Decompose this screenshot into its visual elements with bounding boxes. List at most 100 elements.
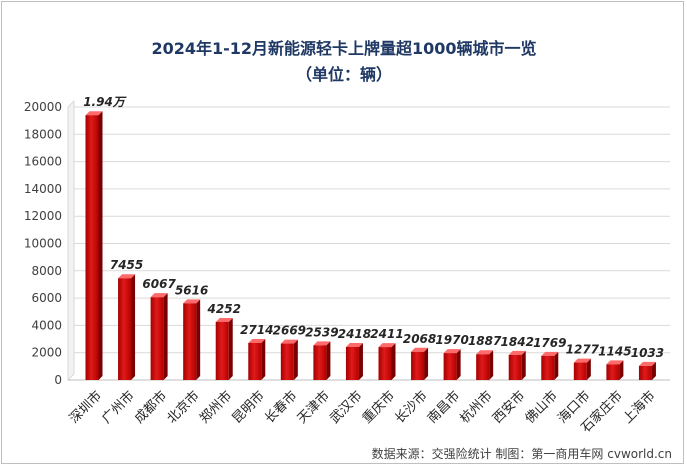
bar-front xyxy=(411,351,425,380)
bar-side xyxy=(489,350,494,380)
chart-subtitle: （单位：辆） xyxy=(296,65,392,84)
bar-front xyxy=(606,364,620,380)
data-label: 1842 xyxy=(501,335,534,349)
bar-top xyxy=(183,299,201,304)
x-tick-label: 昆明市 xyxy=(229,388,268,427)
bar xyxy=(606,360,624,380)
axis-layer: 0 2000 4000 6000 8000 10000 12000 14000 16000 180… xyxy=(24,99,670,387)
data-label: 4252 xyxy=(207,302,241,316)
bar-front xyxy=(573,362,587,380)
bar-top xyxy=(476,350,494,355)
bar-side xyxy=(651,361,656,380)
bar-front xyxy=(508,354,522,380)
x-tick-label: 郑州市 xyxy=(196,388,235,427)
bar-top xyxy=(248,338,266,343)
bar-side xyxy=(326,341,331,380)
data-label: 2539 xyxy=(305,325,338,339)
y-tick-label: 8000 xyxy=(31,264,62,278)
bar xyxy=(183,299,201,380)
bar-front xyxy=(541,355,555,380)
bar-top xyxy=(118,274,136,279)
grid-layer xyxy=(68,106,670,381)
x-tick-label: 长沙市 xyxy=(392,388,431,427)
bar-front xyxy=(215,321,229,380)
bar-front xyxy=(443,353,457,380)
data-label: 1033 xyxy=(631,346,664,360)
bar-side xyxy=(131,274,136,380)
bar-top xyxy=(215,317,233,322)
bar-front xyxy=(313,345,327,380)
bar xyxy=(150,293,168,380)
x-tick-label: 南昌市 xyxy=(424,388,463,427)
bar xyxy=(118,274,136,380)
data-label: 2068 xyxy=(403,332,436,346)
bar xyxy=(345,342,363,380)
bar xyxy=(638,361,656,380)
x-tick-label: 武汉市 xyxy=(327,388,366,427)
bar-top xyxy=(606,360,624,365)
bar xyxy=(508,350,526,380)
x-tick-label: 杭州市 xyxy=(457,388,496,427)
bar xyxy=(248,338,266,380)
data-label: 2669 xyxy=(273,324,306,338)
bar-front xyxy=(280,343,294,380)
data-label: 1769 xyxy=(533,336,566,350)
bar-side xyxy=(261,338,266,380)
data-label: 1277 xyxy=(566,343,600,357)
bar-front xyxy=(378,347,392,380)
bar-side xyxy=(554,351,559,380)
bar xyxy=(215,317,233,380)
bar-top xyxy=(345,342,363,347)
y-tick-label: 12000 xyxy=(24,209,62,223)
bar-side xyxy=(586,358,591,380)
bar-side xyxy=(358,342,363,380)
y-tick-label: 20000 xyxy=(24,100,62,114)
bar xyxy=(573,358,591,380)
data-label: 2714 xyxy=(240,323,273,337)
bar-top xyxy=(313,341,331,346)
bar-front xyxy=(638,365,652,380)
bar-side xyxy=(391,343,396,380)
y-tick-label: 10000 xyxy=(24,237,62,251)
bar-front xyxy=(150,297,164,380)
bar-front xyxy=(248,342,262,380)
bar-front xyxy=(85,115,99,380)
data-label: 1145 xyxy=(598,344,631,358)
bars-layer xyxy=(85,111,656,380)
bar-front xyxy=(476,354,490,380)
bar xyxy=(411,347,429,380)
y-tick-label: 4000 xyxy=(31,318,62,332)
x-tick-label: 佛山市 xyxy=(522,388,561,427)
x-tick-label: 重庆市 xyxy=(359,388,398,427)
y-tick-label: 0 xyxy=(54,373,62,387)
bar-front xyxy=(345,346,359,380)
bar xyxy=(443,349,461,380)
y-tick-label: 14000 xyxy=(24,182,62,196)
bar-side xyxy=(424,347,429,380)
bar-front xyxy=(183,303,197,380)
bar-side xyxy=(293,339,298,380)
x-tick-label: 上海市 xyxy=(620,388,659,427)
bar-side xyxy=(196,299,201,380)
x-tick-label: 天津市 xyxy=(294,388,333,427)
bar-side xyxy=(228,317,233,380)
bar-top xyxy=(85,111,103,116)
side-wall xyxy=(67,99,75,382)
x-tick-label: 西安市 xyxy=(489,388,528,427)
data-label: 2411 xyxy=(370,327,403,341)
data-label: 2418 xyxy=(338,327,371,341)
bar xyxy=(378,343,396,380)
bar xyxy=(280,339,298,380)
y-tick-label: 18000 xyxy=(24,127,62,141)
data-label: 1887 xyxy=(468,334,502,348)
bar-top xyxy=(541,351,559,356)
bar xyxy=(541,351,559,380)
bar xyxy=(313,341,331,380)
bar xyxy=(476,350,494,380)
y-tick-label: 2000 xyxy=(31,346,62,360)
y-tick-label: 16000 xyxy=(24,155,62,169)
x-tick-label: 广州市 xyxy=(99,388,138,427)
